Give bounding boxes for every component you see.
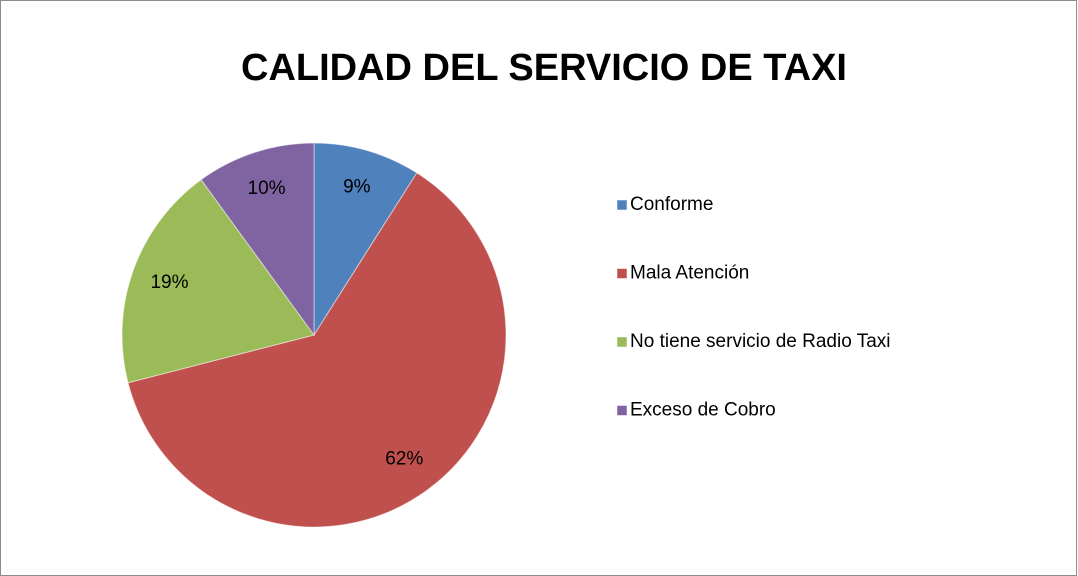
pie-slice (313, 142, 418, 337)
pie-slice (127, 172, 507, 528)
legend-marker (616, 199, 628, 211)
data-label: 62% (385, 448, 423, 469)
data-label: 9% (343, 177, 371, 198)
legend-label: No tiene servicio de Radio Taxi (630, 331, 891, 352)
data-label: 10% (248, 178, 286, 199)
legend-marker (616, 405, 628, 416)
pie-slice (121, 178, 315, 384)
data-label: 19% (150, 272, 188, 293)
legend-marker (616, 336, 628, 348)
chart-title: CALIDAD DEL SERVICIO DE TAXI (241, 47, 847, 89)
legend-label: Conforme (630, 194, 713, 215)
legend-label: Exceso de Cobro (630, 400, 776, 421)
pie-slice (200, 142, 315, 337)
legend-marker (616, 268, 628, 279)
legend-label: Mala Atención (630, 263, 749, 284)
